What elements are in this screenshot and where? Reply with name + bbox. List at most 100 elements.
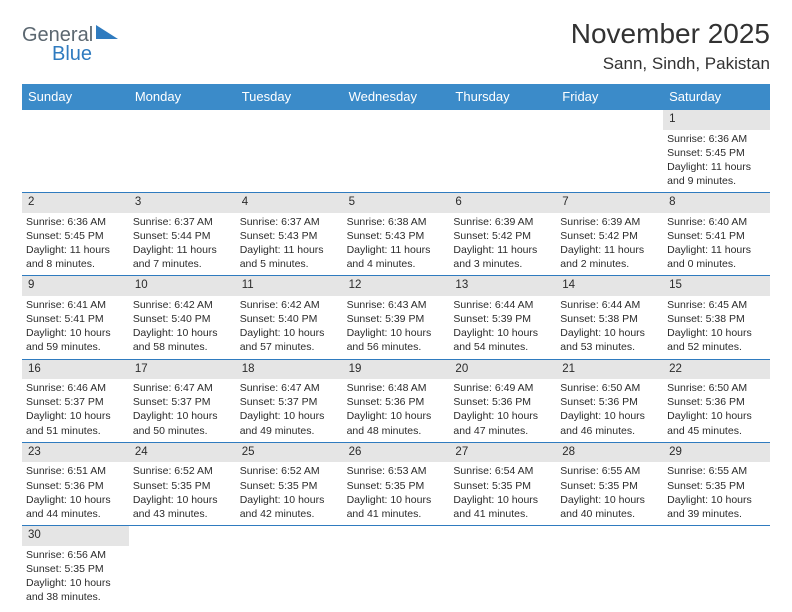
cell-line-ss: Sunset: 5:39 PM bbox=[347, 312, 446, 326]
cell-line-sr: Sunrise: 6:53 AM bbox=[347, 464, 446, 478]
calendar-cell-empty bbox=[663, 526, 770, 608]
cell-line-ss: Sunset: 5:41 PM bbox=[667, 229, 766, 243]
cell-line-dl1: Daylight: 10 hours bbox=[26, 326, 125, 340]
cell-body: Sunrise: 6:47 AMSunset: 5:37 PMDaylight:… bbox=[129, 379, 236, 442]
cell-line-dl2: and 58 minutes. bbox=[133, 340, 232, 354]
day-header-sunday: Sunday bbox=[22, 84, 129, 110]
cell-line-dl2: and 39 minutes. bbox=[667, 507, 766, 521]
cell-line-dl1: Daylight: 11 hours bbox=[667, 160, 766, 174]
day-number: 6 bbox=[449, 193, 556, 213]
cell-body: Sunrise: 6:43 AMSunset: 5:39 PMDaylight:… bbox=[343, 296, 450, 359]
cell-line-dl1: Daylight: 10 hours bbox=[667, 326, 766, 340]
logo-sail-icon bbox=[96, 25, 118, 39]
calendar-cell: 25Sunrise: 6:52 AMSunset: 5:35 PMDayligh… bbox=[236, 443, 343, 525]
cell-line-sr: Sunrise: 6:49 AM bbox=[453, 381, 552, 395]
cell-line-dl1: Daylight: 10 hours bbox=[560, 409, 659, 423]
calendar-cell: 1 Sunrise: 6:36 AMSunset: 5:45 PMDaylight… bbox=[663, 110, 770, 192]
cell-line-sr: Sunrise: 6:52 AM bbox=[240, 464, 339, 478]
calendar-cell: 24Sunrise: 6:52 AMSunset: 5:35 PMDayligh… bbox=[129, 443, 236, 525]
calendar-cell: 17Sunrise: 6:47 AMSunset: 5:37 PMDayligh… bbox=[129, 360, 236, 442]
cell-body: Sunrise: 6:52 AMSunset: 5:35 PMDaylight:… bbox=[236, 462, 343, 525]
cell-line-dl2: and 3 minutes. bbox=[453, 257, 552, 271]
day-header-friday: Friday bbox=[556, 84, 663, 110]
cell-line-sr: Sunrise: 6:38 AM bbox=[347, 215, 446, 229]
calendar-cell: 27Sunrise: 6:54 AMSunset: 5:35 PMDayligh… bbox=[449, 443, 556, 525]
cell-body: Sunrise: 6:50 AMSunset: 5:36 PMDaylight:… bbox=[663, 379, 770, 442]
cell-line-dl2: and 9 minutes. bbox=[667, 174, 766, 188]
calendar-cell: 22Sunrise: 6:50 AMSunset: 5:36 PMDayligh… bbox=[663, 360, 770, 442]
calendar-cell-empty bbox=[343, 526, 450, 608]
cell-body: Sunrise: 6:42 AMSunset: 5:40 PMDaylight:… bbox=[236, 296, 343, 359]
cell-body: Sunrise: 6:44 AMSunset: 5:39 PMDaylight:… bbox=[449, 296, 556, 359]
cell-line-sr: Sunrise: 6:54 AM bbox=[453, 464, 552, 478]
cell-body: Sunrise: 6:36 AMSunset: 5:45 PMDaylight:… bbox=[22, 213, 129, 276]
cell-line-ss: Sunset: 5:43 PM bbox=[347, 229, 446, 243]
calendar-cell: 16Sunrise: 6:46 AMSunset: 5:37 PMDayligh… bbox=[22, 360, 129, 442]
cell-line-dl2: and 54 minutes. bbox=[453, 340, 552, 354]
cell-line-sr: Sunrise: 6:43 AM bbox=[347, 298, 446, 312]
cell-line-ss: Sunset: 5:45 PM bbox=[667, 146, 766, 160]
cell-body: Sunrise: 6:53 AMSunset: 5:35 PMDaylight:… bbox=[343, 462, 450, 525]
cell-body: Sunrise: 6:51 AMSunset: 5:36 PMDaylight:… bbox=[22, 462, 129, 525]
calendar-cell: 10Sunrise: 6:42 AMSunset: 5:40 PMDayligh… bbox=[129, 276, 236, 358]
cell-body: Sunrise: 6:56 AMSunset: 5:35 PMDaylight:… bbox=[22, 546, 129, 609]
day-number: 13 bbox=[449, 276, 556, 296]
calendar-cell: 26Sunrise: 6:53 AMSunset: 5:35 PMDayligh… bbox=[343, 443, 450, 525]
cell-line-sr: Sunrise: 6:40 AM bbox=[667, 215, 766, 229]
cell-line-sr: Sunrise: 6:42 AM bbox=[133, 298, 232, 312]
cell-line-dl2: and 48 minutes. bbox=[347, 424, 446, 438]
cell-line-ss: Sunset: 5:45 PM bbox=[26, 229, 125, 243]
cell-line-ss: Sunset: 5:40 PM bbox=[133, 312, 232, 326]
cell-body: Sunrise: 6:47 AMSunset: 5:37 PMDaylight:… bbox=[236, 379, 343, 442]
cell-line-dl1: Daylight: 11 hours bbox=[560, 243, 659, 257]
cell-line-ss: Sunset: 5:35 PM bbox=[26, 562, 125, 576]
week-row: 1 Sunrise: 6:36 AMSunset: 5:45 PMDaylight… bbox=[22, 110, 770, 193]
cell-line-dl1: Daylight: 11 hours bbox=[240, 243, 339, 257]
cell-line-sr: Sunrise: 6:36 AM bbox=[667, 132, 766, 146]
day-number: 19 bbox=[343, 360, 450, 380]
day-number: 22 bbox=[663, 360, 770, 380]
cell-line-sr: Sunrise: 6:37 AM bbox=[133, 215, 232, 229]
cell-line-ss: Sunset: 5:35 PM bbox=[347, 479, 446, 493]
cell-line-dl2: and 41 minutes. bbox=[347, 507, 446, 521]
cell-line-dl1: Daylight: 10 hours bbox=[26, 493, 125, 507]
location: Sann, Sindh, Pakistan bbox=[571, 54, 770, 74]
cell-line-dl1: Daylight: 10 hours bbox=[453, 326, 552, 340]
cell-body: Sunrise: 6:44 AMSunset: 5:38 PMDaylight:… bbox=[556, 296, 663, 359]
day-header-thursday: Thursday bbox=[449, 84, 556, 110]
day-number: 4 bbox=[236, 193, 343, 213]
day-number: 28 bbox=[556, 443, 663, 463]
cell-line-dl1: Daylight: 10 hours bbox=[133, 493, 232, 507]
cell-line-dl1: Daylight: 10 hours bbox=[26, 409, 125, 423]
cell-line-sr: Sunrise: 6:51 AM bbox=[26, 464, 125, 478]
day-number: 1 bbox=[663, 110, 770, 130]
cell-line-sr: Sunrise: 6:45 AM bbox=[667, 298, 766, 312]
cell-line-dl2: and 44 minutes. bbox=[26, 507, 125, 521]
cell-body: Sunrise: 6:42 AMSunset: 5:40 PMDaylight:… bbox=[129, 296, 236, 359]
cell-line-dl2: and 8 minutes. bbox=[26, 257, 125, 271]
calendar-cell-empty bbox=[556, 110, 663, 192]
day-number: 21 bbox=[556, 360, 663, 380]
calendar-cell: 18Sunrise: 6:47 AMSunset: 5:37 PMDayligh… bbox=[236, 360, 343, 442]
cell-line-dl1: Daylight: 10 hours bbox=[240, 409, 339, 423]
calendar-cell-empty bbox=[449, 526, 556, 608]
cell-line-sr: Sunrise: 6:48 AM bbox=[347, 381, 446, 395]
cell-line-sr: Sunrise: 6:47 AM bbox=[133, 381, 232, 395]
calendar-cell-empty bbox=[343, 110, 450, 192]
day-number: 3 bbox=[129, 193, 236, 213]
cell-body: Sunrise: 6:41 AMSunset: 5:41 PMDaylight:… bbox=[22, 296, 129, 359]
calendar-cell: 11Sunrise: 6:42 AMSunset: 5:40 PMDayligh… bbox=[236, 276, 343, 358]
cell-line-sr: Sunrise: 6:47 AM bbox=[240, 381, 339, 395]
logo: General Blue bbox=[22, 24, 118, 66]
cell-line-dl2: and 51 minutes. bbox=[26, 424, 125, 438]
cell-line-dl2: and 5 minutes. bbox=[240, 257, 339, 271]
cell-line-ss: Sunset: 5:36 PM bbox=[667, 395, 766, 409]
day-header-row: Sunday Monday Tuesday Wednesday Thursday… bbox=[22, 84, 770, 110]
cell-line-ss: Sunset: 5:36 PM bbox=[26, 479, 125, 493]
calendar-cell-empty bbox=[129, 526, 236, 608]
cell-line-dl2: and 57 minutes. bbox=[240, 340, 339, 354]
cell-line-dl1: Daylight: 10 hours bbox=[133, 326, 232, 340]
cell-line-dl2: and 40 minutes. bbox=[560, 507, 659, 521]
cell-body: Sunrise: 6:46 AMSunset: 5:37 PMDaylight:… bbox=[22, 379, 129, 442]
cell-line-ss: Sunset: 5:38 PM bbox=[560, 312, 659, 326]
